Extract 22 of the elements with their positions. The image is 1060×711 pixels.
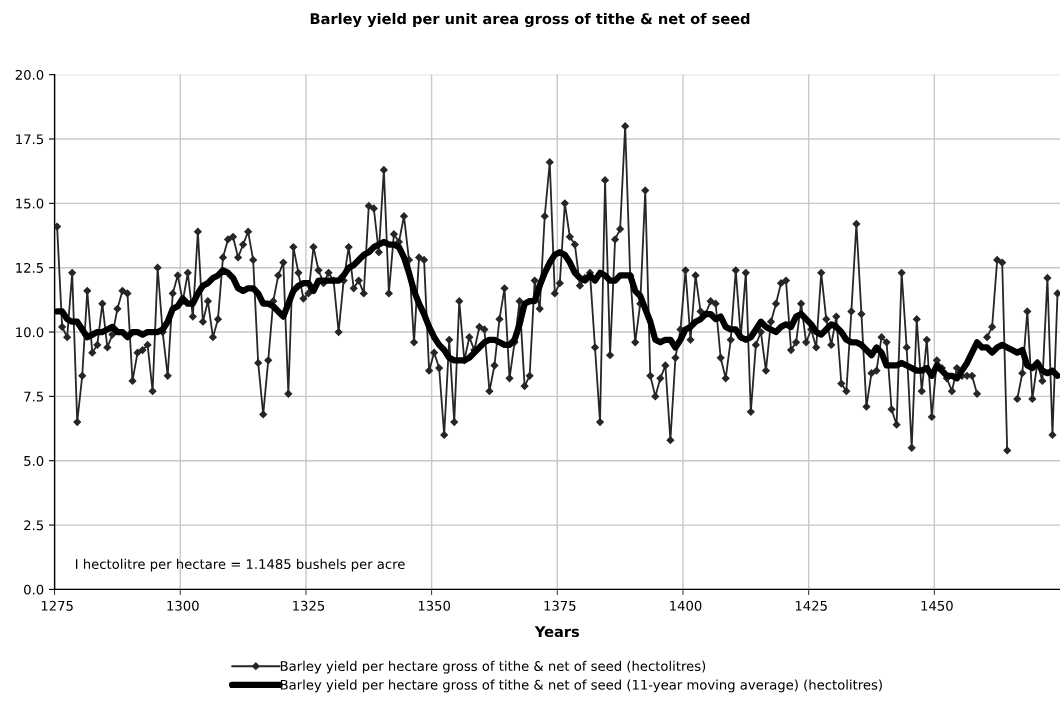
x-tick-label: 1350 [418,600,451,611]
y-tick-label: 20.0 [15,69,44,80]
y-tick-label: 10.0 [16,327,44,338]
x-tick-label: 1450 [921,600,953,611]
legend-label: Barley yield per hectare gross of tithe & net of seed (hectolitres) [280,660,706,674]
x-tick-label: 1300 [167,600,199,611]
y-tick-label: 17.5 [16,134,44,145]
y-tick-label: 2.5 [24,520,44,531]
y-tick-label: 15.0 [16,198,44,209]
x-tick-label: 1400 [670,600,702,611]
y-tick-label: 5.0 [24,455,44,466]
legend-label: Barley yield per hectare gross of tithe & net of seed (11-year moving average) (hectolitres) [280,679,882,693]
x-tick-label: 1425 [795,600,827,611]
x-tick-label: 1325 [293,600,325,611]
y-tick-label: 0.0 [24,584,44,595]
x-tick-label: 1375 [544,600,576,611]
annotation: I hectolitre per hectare = 1.1485 bushels per acre [75,558,405,572]
chart-title: Barley yield per unit area gross of tithe & net of seed [310,12,750,28]
y-tick-label: 12.5 [16,262,44,273]
x-tick-label: 1275 [41,600,73,611]
x-axis-title: Years [534,626,580,638]
y-tick-label: 7.5 [24,391,44,402]
